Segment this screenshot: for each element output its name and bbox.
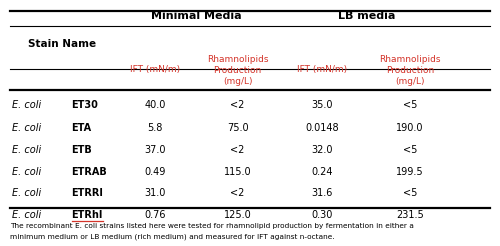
Text: E. coli: E. coli [12,210,45,220]
Text: <5: <5 [403,188,417,198]
Text: 0.49: 0.49 [144,167,166,177]
Text: 231.5: 231.5 [396,210,424,220]
Text: 199.5: 199.5 [396,167,424,177]
Text: ETRhl: ETRhl [72,210,103,220]
Text: 32.0: 32.0 [312,145,333,155]
Text: <5: <5 [403,145,417,155]
Text: ETB: ETB [72,145,92,155]
Text: Minimal Media: Minimal Media [151,11,242,21]
Text: Stain Name: Stain Name [28,39,96,49]
Text: IFT (mN/m): IFT (mN/m) [298,65,348,74]
Text: LB media: LB media [338,11,395,21]
Text: 35.0: 35.0 [312,100,333,109]
Text: E. coli: E. coli [12,188,45,198]
Text: 115.0: 115.0 [224,167,252,177]
Text: minimum medium or LB medium (rich medium) and measured for IFT against n-octane.: minimum medium or LB medium (rich medium… [10,234,334,240]
Text: <2: <2 [230,188,244,198]
Text: E. coli: E. coli [12,145,45,155]
Text: 5.8: 5.8 [148,123,162,133]
Text: 0.76: 0.76 [144,210,166,220]
Text: 0.24: 0.24 [312,167,333,177]
Text: E. coli: E. coli [12,123,45,133]
Text: 0.0148: 0.0148 [306,123,340,133]
Text: 75.0: 75.0 [226,123,248,133]
Text: 125.0: 125.0 [224,210,252,220]
Text: 190.0: 190.0 [396,123,424,133]
Text: ETRAB: ETRAB [72,167,107,177]
Text: Rhamnolipids
Production
(mg/L): Rhamnolipids Production (mg/L) [207,55,268,86]
Text: E. coli: E. coli [12,100,45,109]
Text: 31.6: 31.6 [312,188,333,198]
Text: IFT (mN/m): IFT (mN/m) [130,65,180,74]
Text: ETRRI: ETRRI [72,188,104,198]
Text: 40.0: 40.0 [144,100,166,109]
Text: The recombinant E. coli strains listed here were tested for rhamnolipid producti: The recombinant E. coli strains listed h… [10,223,414,229]
Text: <5: <5 [403,100,417,109]
Text: ET30: ET30 [72,100,99,109]
Text: <2: <2 [230,145,244,155]
Text: 37.0: 37.0 [144,145,166,155]
Text: ETA: ETA [72,123,92,133]
Text: <2: <2 [230,100,244,109]
Text: 31.0: 31.0 [144,188,166,198]
Text: 0.30: 0.30 [312,210,333,220]
Text: Rhamnolipids
Production
(mg/L): Rhamnolipids Production (mg/L) [380,55,441,86]
Text: E. coli: E. coli [12,167,45,177]
